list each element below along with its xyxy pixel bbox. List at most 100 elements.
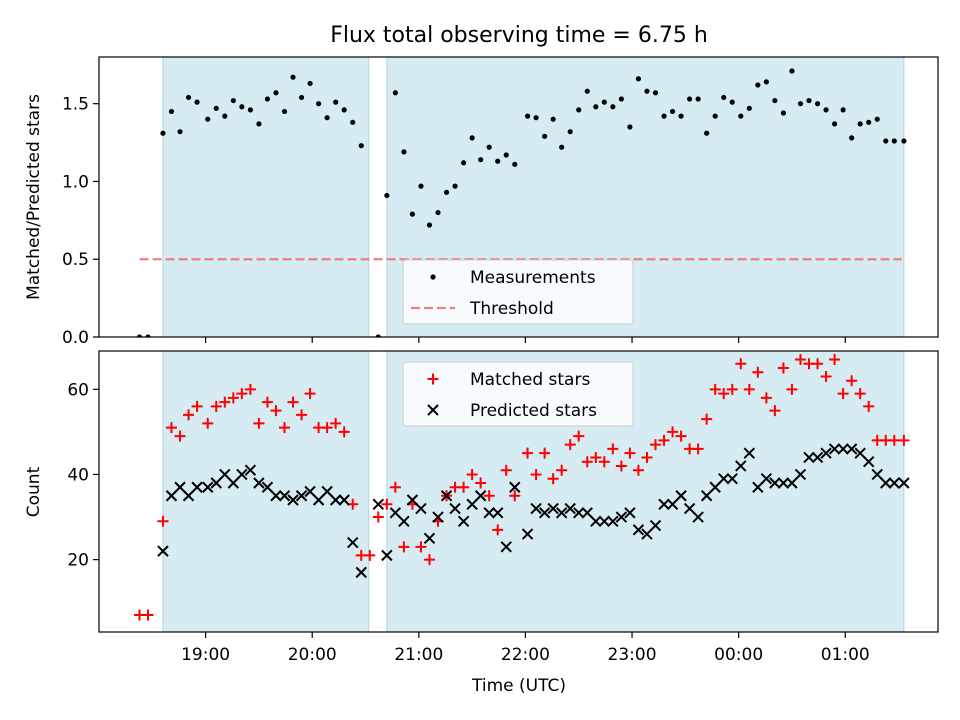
predicted-stars-point — [632, 524, 645, 536]
bottom-y-axis-label: Count — [24, 466, 44, 517]
predicted-stars-point — [338, 494, 350, 506]
matched-stars-point — [270, 405, 282, 417]
matched-stars-point — [564, 439, 576, 451]
legend-box-bottom — [402, 361, 634, 427]
predicted-stars-point — [700, 490, 713, 502]
predicted-stars-point — [210, 477, 222, 489]
matched-stars-point — [607, 443, 619, 455]
measurements-point — [384, 192, 390, 199]
y-tick-label-top: 0.5 — [62, 250, 89, 270]
measurements-point — [695, 96, 701, 102]
predicted-stars-point — [743, 447, 756, 459]
predicted-stars-point — [888, 477, 900, 489]
predicted-stars-point — [304, 485, 316, 498]
y-tick-label-bottom: 40 — [67, 465, 89, 485]
measurements-point — [418, 183, 424, 189]
matched-stars-point — [624, 447, 636, 459]
matched-stars-point — [573, 430, 585, 442]
measurements-point — [729, 99, 735, 105]
measurements-point — [375, 334, 381, 337]
predicted-stars-point — [777, 477, 790, 489]
matched-stars-point — [253, 417, 265, 429]
data-points-top — [136, 68, 907, 337]
predicted-stars-point — [165, 490, 178, 502]
measurements-point — [593, 104, 599, 110]
matched-stars-point — [888, 434, 900, 446]
measurements-point — [806, 97, 812, 104]
predicted-stars-point — [509, 481, 521, 493]
y-tick-label-bottom: 20 — [67, 551, 89, 571]
bottom-panel: 20 40 60 19:00 20:00 21:00 22:00 23:00 00:00 01:0… — [67, 350, 939, 665]
predicted-stars-point — [538, 507, 551, 519]
measurements-point — [160, 130, 166, 136]
matched-stars-point — [338, 426, 350, 438]
matched-stars-point — [846, 375, 858, 387]
measurements-point — [222, 113, 228, 119]
predicted-stars-point — [624, 507, 636, 519]
matched-stars-point — [236, 388, 248, 400]
predicted-stars-point — [355, 566, 367, 579]
predicted-stars-point — [845, 443, 858, 455]
x-tick-label: 21:00 — [394, 645, 443, 665]
measurements-point — [281, 108, 288, 115]
predicted-stars-point — [607, 515, 619, 528]
measurements-point — [901, 138, 907, 144]
measurements-point — [247, 107, 253, 113]
matched-stars-point — [321, 422, 333, 434]
matched-stars-point — [863, 400, 875, 412]
matched-stars-point — [743, 383, 755, 395]
measurements-point — [177, 129, 183, 135]
y-tick-label-top: 1.0 — [62, 172, 89, 192]
measurements-point — [661, 113, 667, 119]
legend-dot-swatch — [430, 274, 436, 280]
measurements-point — [205, 116, 211, 122]
matched-stars-point — [372, 511, 384, 523]
matched-stars-point — [658, 434, 670, 446]
matched-stars-point — [210, 400, 222, 412]
measurements-point — [524, 113, 531, 119]
matched-stars-point — [837, 388, 849, 400]
measurements-point — [840, 107, 846, 113]
measurements-point — [230, 97, 236, 104]
predicted-stars-point — [227, 477, 240, 489]
predicted-stars-point — [492, 507, 504, 519]
matched-stars-point — [530, 468, 542, 480]
matched-stars-point — [483, 490, 495, 502]
predicted-stars-point — [372, 498, 385, 510]
matched-stars-point — [475, 477, 487, 489]
predicted-stars-point — [854, 447, 866, 459]
x-tick-label: 19:00 — [181, 645, 230, 665]
measurements-point — [789, 68, 795, 74]
predicted-stars-point — [253, 477, 265, 489]
predicted-stars-point — [837, 443, 849, 455]
predicted-stars-point — [581, 507, 593, 519]
predicted-stars-point — [278, 490, 291, 502]
predicted-stars-point — [880, 477, 892, 489]
matched-stars-point — [615, 460, 627, 472]
matched-stars-point — [735, 358, 747, 370]
predicted-stars-point — [862, 455, 875, 468]
predicted-stars-point — [786, 477, 798, 489]
matched-stars-point — [786, 383, 798, 395]
measurements-point — [136, 334, 143, 337]
measurements-point — [145, 334, 151, 337]
predicted-stars-point — [726, 473, 738, 485]
measurements-point — [316, 101, 322, 107]
predicted-stars-point — [641, 528, 653, 540]
measurements-point — [652, 90, 659, 96]
predicted-stars-point — [615, 511, 628, 523]
measurements-point — [213, 105, 219, 111]
measurements-point — [635, 76, 642, 82]
measurements-point — [704, 130, 710, 136]
y-tick-label-top: 0.0 — [62, 328, 89, 348]
measurements-point — [797, 101, 804, 107]
measurements-point — [443, 189, 450, 195]
matched-stars-point — [547, 473, 559, 485]
measurements-point — [298, 94, 305, 101]
legend-plus-swatch — [427, 373, 439, 385]
measurements-point — [669, 108, 676, 115]
matched-stars-point — [287, 396, 299, 408]
measurements-point — [644, 88, 650, 94]
matched-stars-point — [458, 481, 470, 493]
